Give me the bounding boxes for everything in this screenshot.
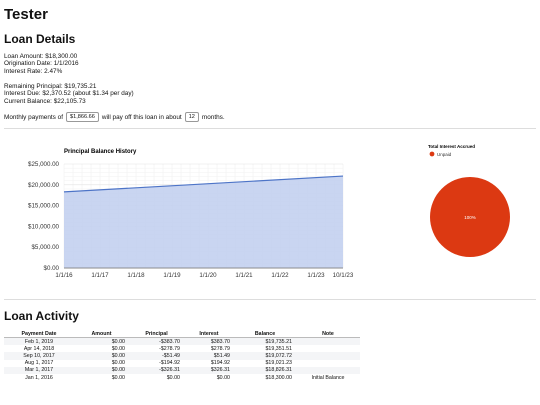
x-tick-label: 1/1/19 bbox=[163, 272, 181, 279]
column-header: Payment Date bbox=[4, 330, 74, 338]
cell-note bbox=[296, 352, 360, 359]
area-series bbox=[63, 175, 344, 269]
cell-note bbox=[296, 367, 360, 374]
divider-2 bbox=[4, 299, 536, 300]
cell-balance: $19,072.72 bbox=[265, 352, 292, 359]
interest-due: Interest Due: $2,370.52 (about $1.34 per… bbox=[4, 90, 134, 98]
pie-legend: Unpaid bbox=[429, 151, 452, 157]
payment-middle: will pay off this loan in about bbox=[101, 113, 182, 121]
y-tick-label: $15,000.00 bbox=[28, 203, 60, 210]
payment-suffix: months. bbox=[201, 113, 225, 121]
pie-chart-title: Total Interest Accrued bbox=[428, 144, 475, 149]
y-tick-label: $20,000.00 bbox=[28, 182, 60, 189]
pie-slice bbox=[430, 177, 510, 257]
x-tick-label: 1/1/22 bbox=[271, 272, 289, 279]
x-tick-label: 1/1/20 bbox=[199, 272, 217, 279]
cell-interest: $326.31 bbox=[210, 367, 230, 374]
cell-date: Jan 1, 2016 bbox=[25, 374, 53, 381]
table-header-row: Payment Date Amount Principal Interest B… bbox=[4, 330, 360, 338]
cell-amount: $0.00 bbox=[111, 367, 125, 374]
loan-activity-table: Payment Date Amount Principal Interest B… bbox=[4, 330, 360, 381]
principal-balance-chart: Principal Balance History $25,000.00 $20,… bbox=[28, 149, 354, 279]
pie-slice-label: 100% bbox=[464, 215, 476, 220]
interest-rate: Interest Rate: 2.47% bbox=[4, 67, 63, 75]
divider bbox=[4, 128, 536, 129]
table-row: Feb 1, 2019 $0.00 -$383.70 $383.70 $19,7… bbox=[4, 337, 360, 346]
cell-note bbox=[296, 360, 360, 367]
cell-date: Apr 14, 2018 bbox=[23, 345, 55, 352]
x-tick-label: 1/1/21 bbox=[235, 272, 253, 279]
x-tick-label: 1/1/18 bbox=[127, 272, 145, 279]
cell-date: Mar 1, 2017 bbox=[24, 367, 54, 374]
loan-details-heading: Loan Details bbox=[4, 32, 76, 46]
cell-date: Sep 10, 2017 bbox=[23, 352, 55, 359]
column-header: Note bbox=[296, 330, 360, 338]
cell-amount: $0.00 bbox=[111, 345, 125, 352]
cell-amount: $0.00 bbox=[111, 338, 125, 345]
cell-interest: $278.79 bbox=[210, 345, 230, 352]
legend-swatch bbox=[429, 151, 435, 157]
x-tick-label: 1/1/17 bbox=[91, 272, 109, 279]
cell-amount: $0.00 bbox=[111, 352, 125, 359]
cell-interest: $383.70 bbox=[210, 338, 230, 345]
pie-slices: 100% bbox=[430, 177, 510, 257]
cell-date: Feb 1, 2019 bbox=[24, 338, 54, 345]
y-axis-ticks: $25,000.00 $20,000.00 $15,000.00 $10,000.00… bbox=[28, 161, 60, 272]
x-tick-label: 1/1/16 bbox=[55, 272, 73, 279]
column-header: Amount bbox=[74, 330, 129, 338]
cell-principal: -$383.70 bbox=[159, 338, 180, 345]
remaining-principal: Remaining Principal: $19,735.21 bbox=[4, 83, 97, 90]
cell-balance: $18,826.31 bbox=[265, 367, 292, 374]
y-tick-label: $5,000.00 bbox=[31, 244, 59, 251]
page-title: Tester bbox=[4, 6, 48, 23]
monthly-payment-input[interactable]: $1,866.66 bbox=[65, 112, 99, 122]
table-row: Apr 14, 2018 $0.00 -$278.79 $278.79 $19,… bbox=[4, 345, 360, 352]
months-input[interactable]: 12 bbox=[184, 112, 199, 122]
cell-amount: $0.00 bbox=[111, 374, 125, 381]
cell-principal: -$326.31 bbox=[159, 367, 180, 374]
legend-label: Unpaid bbox=[437, 152, 452, 157]
table-row: Aug 1, 2017 $0.00 -$194.92 $194.92 $19,0… bbox=[4, 360, 360, 367]
cell-note bbox=[296, 345, 360, 352]
cell-interest: $51.49 bbox=[213, 352, 230, 359]
cell-note: Initial Balance bbox=[311, 374, 345, 381]
cell-principal: -$278.79 bbox=[159, 345, 180, 352]
column-header: Balance bbox=[234, 330, 296, 338]
cell-date: Aug 1, 2017 bbox=[24, 360, 54, 367]
cell-balance: $19,735.21 bbox=[265, 338, 292, 345]
balance-summary: Remaining Principal: $19,735.21 Interest… bbox=[4, 83, 134, 105]
cell-balance: $18,300.00 bbox=[265, 374, 292, 381]
current-balance: Current Balance: $22,105.73 bbox=[4, 97, 86, 105]
cell-principal: -$194.92 bbox=[159, 360, 180, 367]
balance-line bbox=[63, 175, 344, 193]
origination-date: Origination Date: 1/1/2016 bbox=[4, 60, 79, 68]
loan-summary: Loan Amount: $18,300.00 Origination Date… bbox=[4, 53, 79, 75]
x-tick-label: 10/1/23 bbox=[333, 272, 354, 279]
x-axis-ticks: 1/1/16 1/1/17 1/1/18 1/1/19 1/1/20 1/1/21 1/1/… bbox=[55, 272, 353, 279]
cell-principal: -$51.49 bbox=[162, 352, 180, 359]
table-row: Sep 10, 2017 $0.00 -$51.49 $51.49 $19,07… bbox=[4, 352, 360, 360]
y-tick-label: $10,000.00 bbox=[28, 223, 60, 230]
loan-activity-heading: Loan Activity bbox=[4, 309, 79, 323]
area-fill bbox=[64, 176, 343, 268]
interest-pie-chart: Total Interest Accrued Unpaid 100% bbox=[428, 144, 510, 257]
x-tick-label: 1/1/23 bbox=[307, 272, 325, 279]
payment-calculator: Monthly payments of $1,866.66 will pay o… bbox=[4, 112, 225, 122]
cell-amount: $0.00 bbox=[111, 360, 125, 367]
area-chart-title: Principal Balance History bbox=[64, 149, 137, 155]
cell-interest: $0.00 bbox=[216, 374, 230, 381]
loan-amount: Loan Amount: $18,300.00 bbox=[4, 53, 78, 60]
payment-prefix: Monthly payments of bbox=[4, 113, 63, 121]
cell-note bbox=[296, 338, 360, 346]
cell-interest: $194.92 bbox=[210, 360, 230, 367]
cell-balance: $19,351.51 bbox=[265, 345, 292, 352]
y-tick-label: $25,000.00 bbox=[28, 161, 60, 168]
table-row: Jan 1, 2016 $0.00 $0.00 $0.00 $18,300.00… bbox=[4, 374, 360, 381]
column-header: Principal bbox=[129, 330, 184, 338]
cell-principal: $0.00 bbox=[166, 374, 180, 381]
table-row: Mar 1, 2017 $0.00 -$326.31 $326.31 $18,8… bbox=[4, 366, 360, 374]
cell-balance: $19,021.23 bbox=[265, 360, 292, 367]
column-header: Interest bbox=[184, 330, 234, 338]
y-tick-label: $0.00 bbox=[44, 265, 60, 272]
